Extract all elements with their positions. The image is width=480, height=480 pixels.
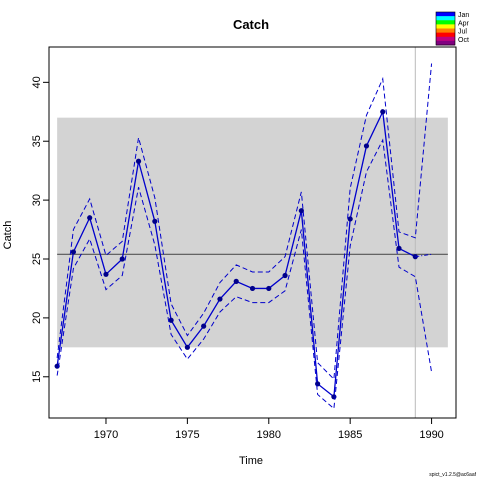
data-point xyxy=(201,323,207,329)
x-tick-label: 1975 xyxy=(175,429,199,441)
data-point xyxy=(363,143,370,149)
data-point xyxy=(152,218,158,224)
series-line-upper xyxy=(56,63,433,381)
series-line-lower xyxy=(56,138,433,410)
legend-color-swatch xyxy=(436,40,455,46)
y-tick-label: 40 xyxy=(31,76,43,88)
data-point xyxy=(249,285,256,292)
plot-frame xyxy=(48,46,457,419)
shaded-band-layer xyxy=(57,117,448,348)
y-tick-label: 30 xyxy=(31,194,43,206)
x-axis-label: Time xyxy=(239,455,263,467)
y-tick-label: 15 xyxy=(31,371,43,383)
data-point xyxy=(70,249,77,255)
x-tick-label: 1980 xyxy=(257,429,281,441)
data-point xyxy=(266,285,272,292)
data-point xyxy=(135,158,142,164)
x-tick-label: 1990 xyxy=(419,429,443,441)
x-tick-label: 1985 xyxy=(338,429,362,441)
y-axis-label: Catch xyxy=(2,221,14,250)
data-point xyxy=(168,317,174,323)
legend-color-swatch xyxy=(436,28,455,34)
legend-color-swatch xyxy=(436,20,455,25)
legend-color-swatch xyxy=(436,12,455,17)
data-point xyxy=(233,278,239,284)
legend-entry: Apr xyxy=(458,20,470,27)
legend-color-swatch xyxy=(436,36,455,42)
axes-layer: 1970 1975 1980 1985 1990 15 20 25 30 35 40 xyxy=(31,76,444,441)
data-point xyxy=(184,344,190,350)
legend-frame xyxy=(435,11,456,46)
data-point xyxy=(347,216,353,222)
legend-entry: Jan xyxy=(458,12,469,19)
data-point xyxy=(282,272,288,279)
series-line-forecast xyxy=(415,253,432,258)
y-tick-label: 35 xyxy=(31,135,43,147)
data-point xyxy=(298,208,304,214)
data-point xyxy=(87,215,93,221)
data-point xyxy=(217,296,223,302)
data-point xyxy=(315,381,321,387)
x-tick-label: 1970 xyxy=(94,429,118,441)
data-point xyxy=(119,256,125,262)
legend-color-swatch xyxy=(436,32,455,38)
series-layer xyxy=(54,63,433,410)
version-footnote: spict_v1.2.5@ac6aaf xyxy=(429,472,476,478)
legend-entry: Jul xyxy=(458,29,467,36)
legend-color-swatch xyxy=(436,16,455,21)
legend-color-swatch xyxy=(436,24,455,29)
data-point xyxy=(412,254,418,260)
y-tick-label: 20 xyxy=(31,312,43,324)
chart-title: Catch xyxy=(233,17,269,32)
data-point xyxy=(396,245,402,251)
data-point xyxy=(380,109,386,115)
legend-entry: Oct xyxy=(458,37,469,44)
data-point xyxy=(103,271,109,277)
reference-band xyxy=(57,117,448,348)
y-tick-label: 25 xyxy=(31,253,43,265)
